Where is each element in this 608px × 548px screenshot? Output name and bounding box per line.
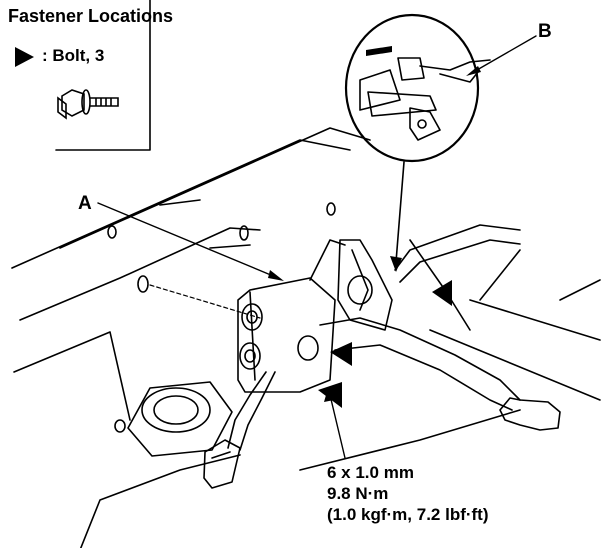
- bolt-axis-line: [149, 284, 261, 319]
- legend-label: : Bolt, 3: [42, 46, 105, 65]
- bolt-shaft-detail: [366, 46, 392, 56]
- torque-spec: 6 x 1.0 mm 9.8 N·m (1.0 kgf·m, 7.2 lbf·f…: [327, 462, 489, 525]
- torque-spec-nm: 9.8 N·m: [327, 484, 389, 503]
- callout-a-leader: [97, 202, 279, 279]
- torque-spec-leader: [329, 394, 346, 459]
- torque-spec-alt: (1.0 kgf·m, 7.2 lbf·ft): [327, 505, 489, 524]
- wire-harness: [203, 371, 276, 489]
- bolt-marker-arrow-2: [330, 342, 352, 366]
- legend-box-border: [55, 0, 151, 151]
- callout-a-label: A: [78, 193, 92, 214]
- detail-leader-line: [395, 161, 405, 263]
- hood-latch-assembly: [237, 224, 561, 431]
- flange-bolt-icon: [57, 89, 119, 120]
- callout-b-label: B: [538, 21, 552, 42]
- filled-triangle-arrow-icon: [15, 47, 34, 67]
- body-panel: [11, 127, 601, 548]
- callout-b-leader: [469, 35, 537, 75]
- bolt-marker-arrow-3: [318, 382, 342, 408]
- callout-b-arrowhead: [466, 66, 481, 76]
- panel-holes: [107, 202, 336, 433]
- bolt-marker-arrow-1: [432, 280, 452, 306]
- grommet: [127, 381, 233, 457]
- page-title: Fastener Locations: [8, 6, 174, 26]
- detail-arrowhead: [390, 256, 402, 272]
- torque-spec-size: 6 x 1.0 mm: [327, 463, 414, 482]
- callout-a-arrowhead: [268, 270, 284, 281]
- detail-magnifier-circle: [344, 13, 491, 163]
